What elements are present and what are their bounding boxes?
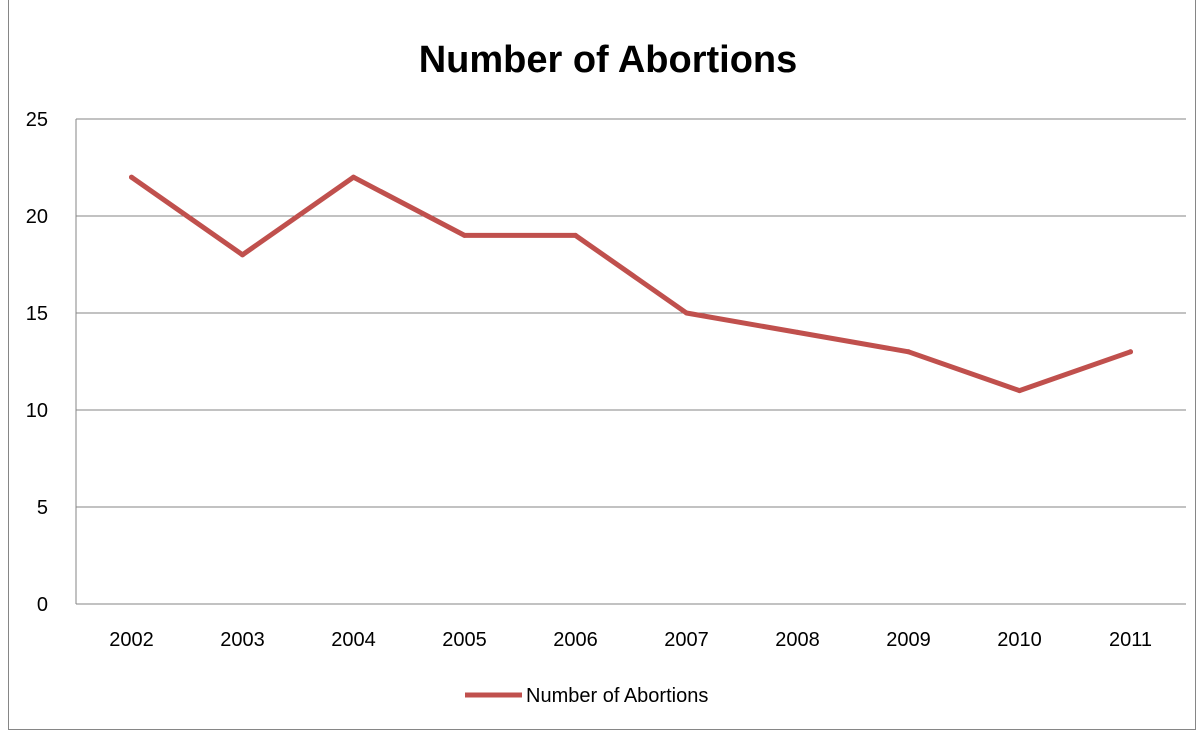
y-tick-label: 15 xyxy=(26,303,48,325)
gridlines xyxy=(75,118,1186,605)
data-point xyxy=(351,174,356,180)
x-tick-label: 2002 xyxy=(109,629,154,651)
x-tick-label: 2004 xyxy=(331,629,376,651)
data-point xyxy=(1128,349,1133,355)
y-tick-label: 25 xyxy=(26,109,48,131)
data-point xyxy=(795,329,800,335)
x-tick-label: 2003 xyxy=(220,629,265,651)
y-tick-label: 20 xyxy=(26,206,48,228)
legend: Number of Abortions xyxy=(465,685,708,707)
y-axis-ticks: 0 5 10 15 20 25 xyxy=(26,109,48,616)
x-axis-ticks: 2002 2003 2004 2005 2006 2007 2008 2009 2010 2011 xyxy=(109,629,1152,651)
x-tick-label: 2010 xyxy=(997,629,1042,651)
x-tick-label: 2011 xyxy=(1109,629,1152,651)
y-tick-label: 0 xyxy=(37,594,48,616)
data-point xyxy=(573,232,578,238)
data-point xyxy=(1017,388,1022,394)
data-point xyxy=(462,232,467,238)
series-line xyxy=(129,174,1133,394)
data-point xyxy=(240,252,245,258)
x-tick-label: 2007 xyxy=(664,629,709,651)
x-tick-label: 2009 xyxy=(886,629,931,651)
x-tick-label: 2008 xyxy=(775,629,820,651)
x-tick-label: 2005 xyxy=(442,629,487,651)
data-point xyxy=(684,310,689,316)
legend-label: Number of Abortions xyxy=(526,685,708,707)
chart-frame xyxy=(8,0,1196,730)
data-point xyxy=(129,174,134,180)
data-point xyxy=(906,349,911,355)
y-tick-label: 10 xyxy=(26,400,48,422)
series-layer xyxy=(129,174,1133,394)
y-tick-label: 5 xyxy=(37,497,48,519)
chart-title: Number of Abortions xyxy=(419,39,798,81)
x-tick-label: 2006 xyxy=(553,629,598,651)
